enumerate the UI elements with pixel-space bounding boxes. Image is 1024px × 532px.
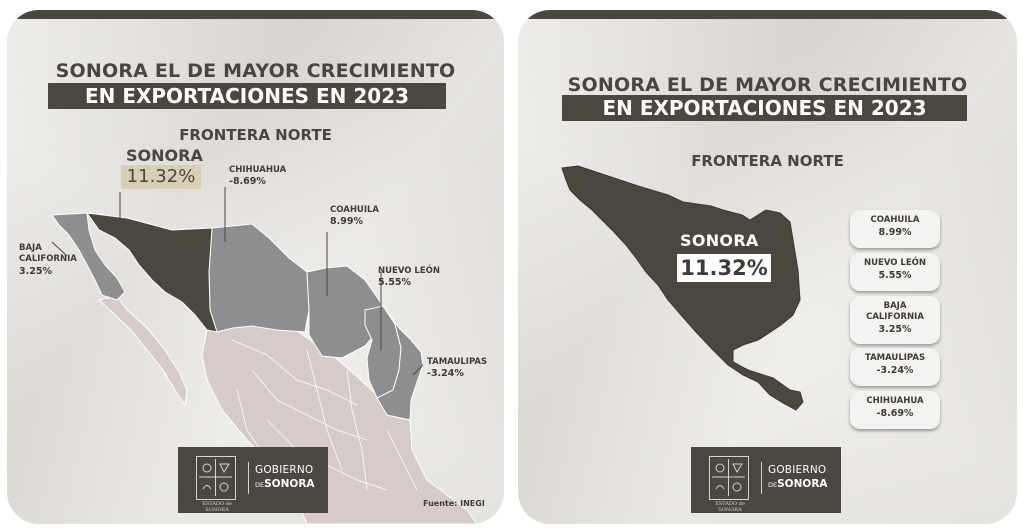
baja-california-region <box>51 212 126 301</box>
seal-caption: ESTADO de SONORA <box>715 501 745 513</box>
nuevo-leon-label: NUEVO LEÓN <box>378 266 440 276</box>
card-state-value: 5.55% <box>878 270 912 281</box>
card-state-name: NUEVO LEÓN <box>864 258 926 268</box>
title-line-1: SONORA EL DE MAYOR CRECIMIENTO <box>55 60 456 82</box>
chihuahua-label: CHIHUAHUA <box>229 165 287 175</box>
gobierno-de-sonora-logo: ESTADO de SONORA GOBIERNO DESONORA <box>691 447 841 513</box>
card-state-value: -8.69% <box>876 408 914 419</box>
title-line-1: SONORA EL DE MAYOR CRECIMIENTO <box>567 74 968 96</box>
mexico-map <box>51 187 478 524</box>
baja-california-label-line2: CALIFORNIA <box>19 254 77 264</box>
stat-card-baja-california: BAJA CALIFORNIA 3.25% <box>850 296 940 344</box>
logo-gobierno-text: GOBIERNO <box>255 464 314 476</box>
title-line-2-band: EN EXPORTACIONES EN 2023 <box>562 95 967 121</box>
logo-gobierno-text: GOBIERNO <box>768 464 827 476</box>
baja-california-value: 3.25% <box>19 266 52 277</box>
logo-sonora-text: DESONORA <box>768 478 828 490</box>
tamaulipas-label: TAMAULIPAS <box>427 357 488 367</box>
state-seal-icon <box>196 456 236 500</box>
logo-sonora-word: SONORA <box>264 478 315 490</box>
logo-separator <box>761 462 762 494</box>
title-line-2-band: EN EXPORTACIONES EN 2023 <box>48 83 446 109</box>
coahuila-label: COAHUILA <box>330 205 379 215</box>
sonora-label: SONORA <box>126 146 203 165</box>
panel-top-bar <box>7 10 504 19</box>
state-seal-icon <box>709 456 749 500</box>
sonora-value: 11.32% <box>121 165 201 189</box>
logo-de-text: DE <box>255 481 265 489</box>
gobierno-de-sonora-logo: ESTADO de SONORA GOBIERNO DESONORA <box>178 447 328 513</box>
card-state-value: 3.25% <box>878 324 912 335</box>
panel-top-bar <box>518 10 1017 19</box>
sonora-label: SONORA <box>680 231 759 250</box>
card-state-name: COAHUILA <box>870 215 920 225</box>
sonora-map <box>561 165 804 411</box>
sonora-region <box>561 165 804 411</box>
coahuila-value: 8.99% <box>330 216 363 227</box>
baja-california-label-line1: BAJA <box>19 243 42 253</box>
logo-sonora-text: DESONORA <box>255 478 315 490</box>
card-state-value: 8.99% <box>878 227 912 238</box>
tamaulipas-region <box>376 305 424 421</box>
seal-caption: ESTADO de SONORA <box>202 501 232 513</box>
stat-card-nuevo-leon: NUEVO LEÓN 5.55% <box>850 253 940 291</box>
subtitle: FRONTERA NORTE <box>691 152 844 170</box>
chihuahua-region <box>208 223 310 333</box>
subtitle: FRONTERA NORTE <box>179 126 332 144</box>
stat-card-coahuila: COAHUILA 8.99% <box>850 210 940 248</box>
source-note: Fuente: INEGI <box>423 499 485 508</box>
tamaulipas-value: -3.24% <box>427 368 464 379</box>
card-state-name-line2: CALIFORNIA <box>866 312 924 322</box>
right-infographic-panel: SONORA EL DE MAYOR CRECIMIENTO EN EXPORT… <box>518 10 1017 524</box>
left-infographic-panel: SONORA EL DE MAYOR CRECIMIENTO EN EXPORT… <box>7 10 504 524</box>
sonora-region <box>85 212 218 333</box>
card-state-name: TAMAULIPAS <box>864 353 926 363</box>
logo-separator <box>248 462 249 494</box>
chihuahua-value: -8.69% <box>229 176 266 187</box>
nuevo-leon-value: 5.55% <box>378 277 411 288</box>
stat-card-chihuahua: CHIHUAHUA -8.69% <box>850 391 940 429</box>
card-state-value: -3.24% <box>876 365 914 376</box>
card-state-name: CHIHUAHUA <box>866 396 924 406</box>
logo-sonora-word: SONORA <box>777 478 828 490</box>
card-state-name: BAJA <box>883 301 907 311</box>
sonora-value: 11.32% <box>677 254 771 282</box>
stat-card-tamaulipas: TAMAULIPAS -3.24% <box>850 348 940 386</box>
logo-de-text: DE <box>768 481 778 489</box>
rest-of-mexico-region <box>97 295 188 407</box>
